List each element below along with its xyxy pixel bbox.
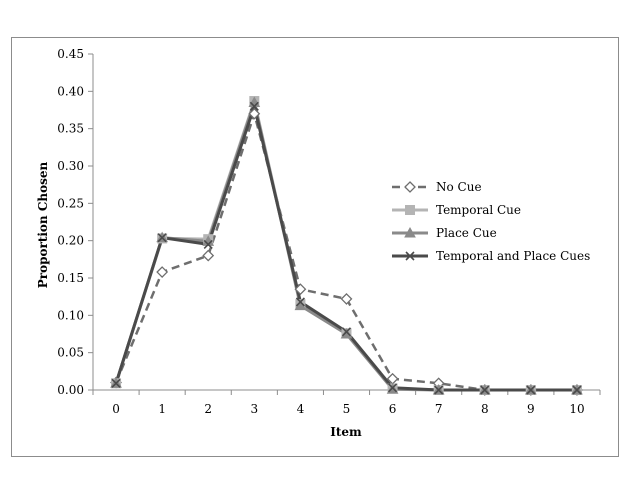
y-tick-label: 0.15 (57, 271, 84, 285)
legend-label: No Cue (436, 180, 482, 194)
data-point (249, 101, 259, 111)
data-point (341, 327, 352, 337)
y-tick-label: 0.40 (57, 84, 84, 98)
x-tick-label: 5 (343, 402, 351, 416)
data-point (572, 385, 582, 395)
data-point (111, 378, 121, 388)
y-tick-label: 0.25 (57, 196, 84, 210)
data-point (340, 292, 353, 305)
x-tick-label: 2 (204, 402, 212, 416)
legend-marker (405, 205, 415, 215)
legend-marker (404, 226, 416, 238)
data-point (526, 385, 536, 395)
data-point (295, 297, 305, 307)
y-tick-label: 0.10 (57, 308, 84, 322)
data-point (434, 385, 444, 395)
y-tick-label: 0.35 (57, 122, 84, 136)
data-point (156, 266, 169, 278)
data-point (248, 107, 261, 120)
data-point (203, 239, 213, 249)
legend-label: Place Cue (436, 226, 497, 240)
x-tick-label: 4 (297, 402, 305, 416)
legend-marker (405, 251, 415, 261)
x-axis-title: Item (330, 425, 362, 439)
data-point (388, 383, 398, 393)
y-tick-label: 0.20 (57, 234, 84, 248)
data-point (294, 283, 307, 296)
x-tick-label: 6 (389, 402, 397, 416)
y-tick-label: 0.45 (57, 47, 84, 61)
x-tick-label: 0 (112, 402, 120, 416)
y-tick-label: 0.30 (57, 159, 84, 173)
data-point (157, 233, 167, 243)
x-tick-label: 10 (569, 402, 584, 416)
legend-label: Temporal and Place Cues (436, 249, 590, 263)
y-axis-title: Proportion Chosen (36, 161, 50, 288)
y-tick-label: 0.05 (57, 346, 84, 360)
x-tick-label: 9 (527, 402, 535, 416)
data-point (202, 249, 215, 262)
x-tick-label: 8 (481, 402, 489, 416)
x-tick-label: 3 (250, 402, 258, 416)
legend-label: Temporal Cue (436, 203, 521, 217)
x-tick-label: 7 (435, 402, 443, 416)
legend-marker (404, 181, 416, 193)
y-tick-label: 0.00 (57, 383, 84, 397)
x-tick-label: 1 (158, 402, 166, 416)
data-point (480, 385, 490, 395)
series-line (114, 101, 577, 392)
series-line (114, 99, 577, 392)
